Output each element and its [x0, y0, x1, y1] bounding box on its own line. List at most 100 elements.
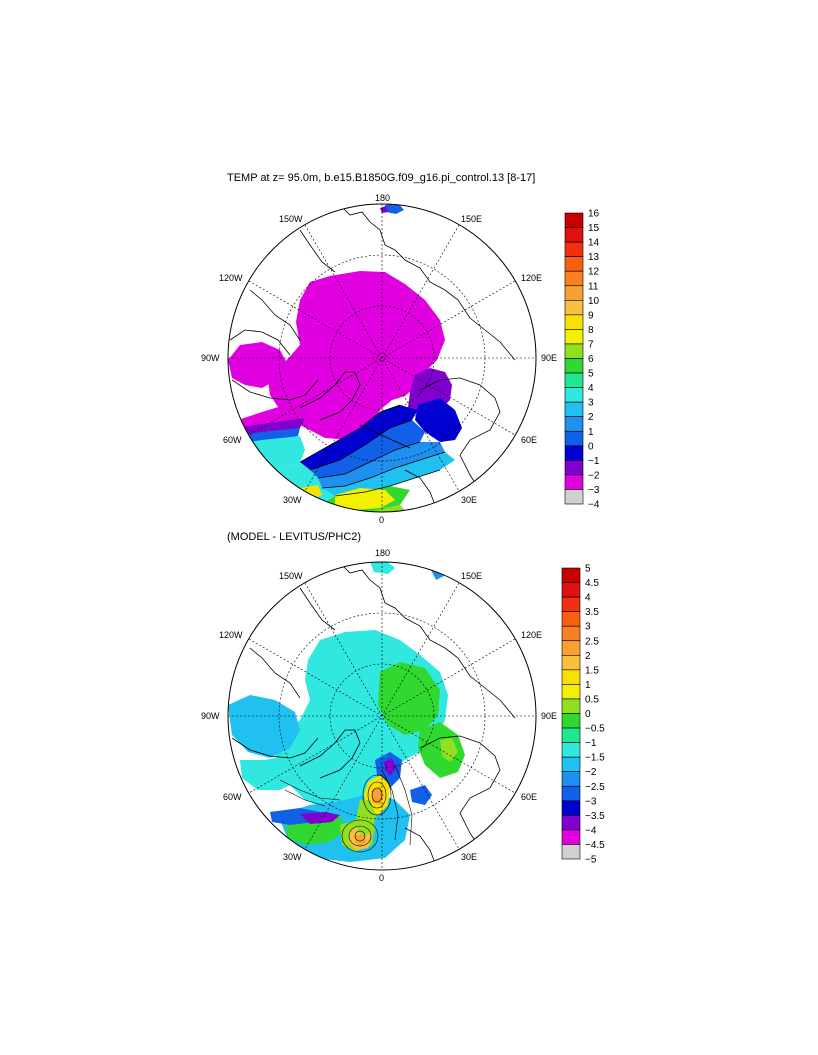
bottom-labrador-purple [300, 812, 340, 824]
top-colorbar-label: 10 [588, 296, 600, 307]
bottom-lon-180: 180 [375, 548, 390, 558]
top-colorbar-label: 3 [588, 398, 594, 409]
bottom-map-border [227, 561, 537, 871]
top-colorbar-box [564, 445, 584, 461]
top-atlantic-band-4 [322, 452, 455, 496]
bottom-colorbar-label: −5 [585, 855, 597, 866]
bottom-lon-30w: 30W [283, 852, 302, 862]
top-bering-purple [380, 206, 388, 213]
top-colorbar-label: 12 [588, 267, 600, 278]
bottom-colorbar-box [561, 800, 581, 816]
top-graticule [228, 204, 536, 512]
bottom-colorbar-label: −2.5 [585, 782, 605, 793]
bottom-colorbar-label: 3.5 [585, 607, 599, 618]
bottom-colorbar-box [561, 829, 581, 845]
bottom-colorbar-label: 4.5 [585, 578, 599, 589]
top-colorbar-box [564, 358, 584, 374]
bottom-lon-labels: 180 150E 120E 90E 60E 30E 0 30W 60W 90W … [201, 548, 557, 883]
bottom-contours [279, 764, 413, 853]
bottom-colorbar-box [561, 684, 581, 700]
top-hudson-bay-field [228, 342, 288, 388]
bottom-colorbar-label: 4 [585, 593, 591, 604]
top-lon-90w: 90W [201, 353, 220, 363]
top-colorbar-label: 0 [588, 441, 594, 452]
bottom-lon-30e: 30E [461, 852, 477, 862]
top-colorbar-label: 16 [588, 209, 600, 220]
bottom-colorbar-label: −4.5 [585, 840, 605, 851]
top-colorbar-label: −3 [588, 485, 600, 496]
top-colorbar-box [564, 227, 584, 243]
bottom-colorbar-label: 3 [585, 622, 591, 633]
bottom-colorbar-box [561, 815, 581, 831]
bottom-colorbar-box [561, 567, 581, 583]
bottom-colorbar-box [561, 654, 581, 671]
top-colorbar-box [564, 387, 584, 403]
top-lon-150e: 150E [461, 214, 482, 224]
bottom-lon-120e: 120E [521, 630, 542, 640]
bottom-colorbar-box [561, 582, 581, 598]
bottom-colorbar-label: 1 [585, 680, 591, 691]
bottom-lon-0: 0 [379, 873, 384, 883]
bottom-colorbar-box [561, 713, 581, 729]
bottom-lon-90w: 90W [201, 711, 220, 721]
top-colorbar-box [564, 416, 584, 432]
top-atlantic-band-2 [310, 420, 425, 478]
bottom-colorbar-label: −3 [585, 796, 597, 807]
top-barents-blue-field [415, 398, 462, 442]
top-colorbar-box [564, 212, 584, 228]
top-colorbar-box [564, 285, 584, 301]
top-lon-120e: 120E [521, 273, 542, 283]
bottom-lon-60w: 60W [223, 792, 242, 802]
bottom-kara-lime-field [440, 738, 458, 762]
bottom-norwegian-green [355, 800, 376, 836]
bottom-barents-purple [384, 758, 396, 776]
top-colorbar-box [564, 474, 584, 490]
bottom-canadian-cyan [228, 695, 300, 758]
top-lon-60e: 60E [521, 435, 537, 445]
bottom-lon-150e: 150E [461, 571, 482, 581]
bottom-colorbar-label: 0 [585, 709, 591, 720]
bottom-colorbar-label: 1.5 [585, 665, 599, 676]
bottom-lon-150w: 150W [279, 571, 303, 581]
bottom-colorbar-label: −1 [585, 738, 597, 749]
bottom-coastlines [231, 562, 516, 864]
top-lon-150w: 150W [279, 214, 303, 224]
bottom-colorbar-box [561, 625, 581, 642]
top-colorbar-box [564, 401, 584, 417]
top-colorbar-box [564, 372, 584, 388]
top-colorbar-label: 13 [588, 252, 600, 263]
bottom-colorbar-box [561, 596, 581, 612]
bottom-map-field [228, 562, 516, 864]
bottom-atlantic-orange [355, 834, 366, 846]
bottom-colorbar: 5 4.5 4 3.5 3 2.5 2 1.5 1 0.5 0 −0.5 −1 −1.5 −2 −2.5 −3 −… [561, 564, 605, 866]
top-map-title: TEMP at z= 95.0m, b.e15.B1850G.f09_g16.p… [227, 172, 536, 184]
top-colorbar-box [564, 460, 584, 476]
bottom-colorbar-box [561, 785, 581, 802]
top-atlantic-band-1 [300, 405, 418, 470]
bottom-colorbar-label: 5 [585, 564, 591, 575]
bottom-bering-cyan [370, 562, 395, 574]
bottom-colorbar-label: 0.5 [585, 694, 599, 705]
bottom-colorbar-label: −1.5 [585, 753, 605, 764]
bottom-colorbar-box [561, 727, 581, 743]
bottom-lon-120w: 120W [219, 630, 243, 640]
top-bering-field [385, 204, 404, 214]
top-lon-180: 180 [375, 193, 390, 203]
top-lon-120w: 120W [219, 273, 243, 283]
bottom-colorbar-label: −3.5 [585, 811, 605, 822]
bottom-colorbar-label: 2.5 [585, 636, 599, 647]
top-colorbar-box [564, 256, 584, 272]
top-colorbar-box [564, 314, 584, 330]
bottom-polar-map: 180 150E 120E 90E 60E 30E 0 30W 60W 90W … [201, 548, 557, 883]
top-colorbar-box [564, 329, 584, 345]
top-colorbar-box [564, 343, 584, 359]
bottom-lon-60e: 60E [521, 792, 537, 802]
bottom-lon-90e: 90E [541, 711, 557, 721]
bottom-kara-blue [410, 785, 432, 805]
top-colorbar-box [564, 430, 584, 447]
bottom-colorbar-box [561, 742, 581, 758]
top-colorbar-label: 2 [588, 412, 594, 423]
bottom-colorbar-label: −4 [585, 825, 597, 836]
